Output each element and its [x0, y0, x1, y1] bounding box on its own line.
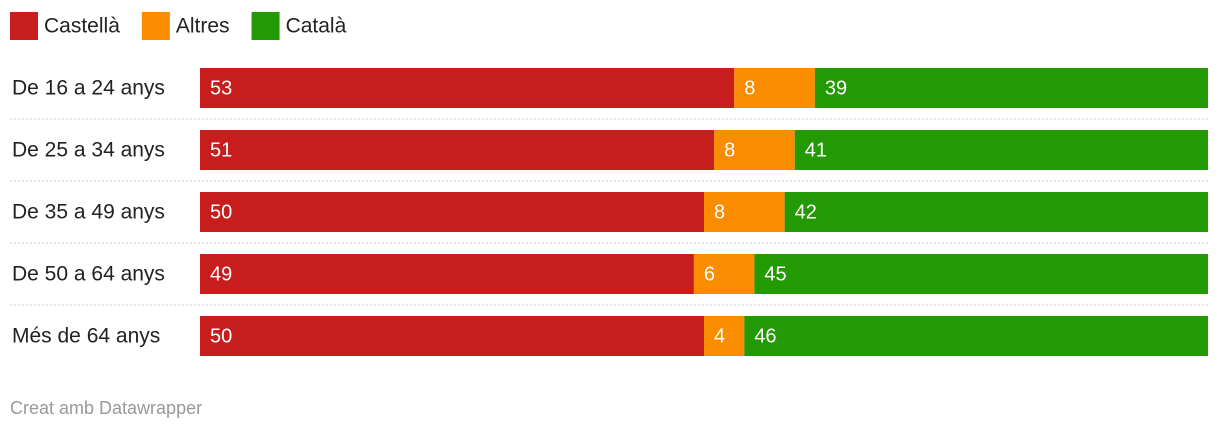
- legend-swatch: [251, 12, 280, 40]
- value-label: 45: [764, 263, 786, 285]
- category-label: De 50 a 64 anys: [12, 263, 165, 286]
- value-label: 6: [704, 263, 715, 285]
- value-label: 49: [210, 263, 232, 285]
- bar-segment: [814, 68, 1208, 108]
- bar-segment: [784, 192, 1208, 232]
- bar-segment: [744, 316, 1208, 356]
- bar-segment: [794, 130, 1208, 170]
- value-label: 8: [744, 77, 755, 99]
- value-label: 50: [210, 325, 232, 347]
- value-label: 53: [210, 77, 232, 99]
- bar-segment: [200, 254, 694, 294]
- bar-segment: [704, 316, 745, 356]
- bar-segment: [704, 192, 785, 232]
- category-label: De 16 a 24 anys: [12, 77, 165, 100]
- bar-segment: [714, 130, 795, 170]
- value-label: 4: [714, 325, 725, 347]
- legend-label: Castellà: [44, 15, 120, 38]
- legend-swatch: [141, 12, 170, 40]
- value-label: 50: [210, 201, 232, 223]
- value-label: 39: [825, 77, 847, 99]
- category-label: De 35 a 49 anys: [12, 201, 165, 224]
- bar-segment: [734, 68, 815, 108]
- category-label: De 25 a 34 anys: [12, 139, 165, 162]
- bar-segment: [200, 316, 704, 356]
- value-label: 51: [210, 139, 232, 161]
- legend-label: Català: [286, 15, 347, 38]
- value-label: 8: [724, 139, 735, 161]
- value-label: 41: [805, 139, 827, 161]
- bar-segment: [200, 130, 715, 170]
- legend-swatch: [10, 12, 38, 40]
- value-label: 8: [714, 201, 725, 223]
- bar-segment: [200, 68, 735, 108]
- bar-segment: [693, 254, 755, 294]
- category-label: Més de 64 anys: [12, 325, 160, 348]
- bar-segment: [200, 192, 704, 232]
- bar-segment: [754, 254, 1208, 294]
- value-label: 42: [795, 201, 817, 223]
- footer: Creat amb Datawrapper: [10, 398, 202, 418]
- value-label: 46: [754, 325, 776, 347]
- legend-label: Altres: [176, 15, 230, 38]
